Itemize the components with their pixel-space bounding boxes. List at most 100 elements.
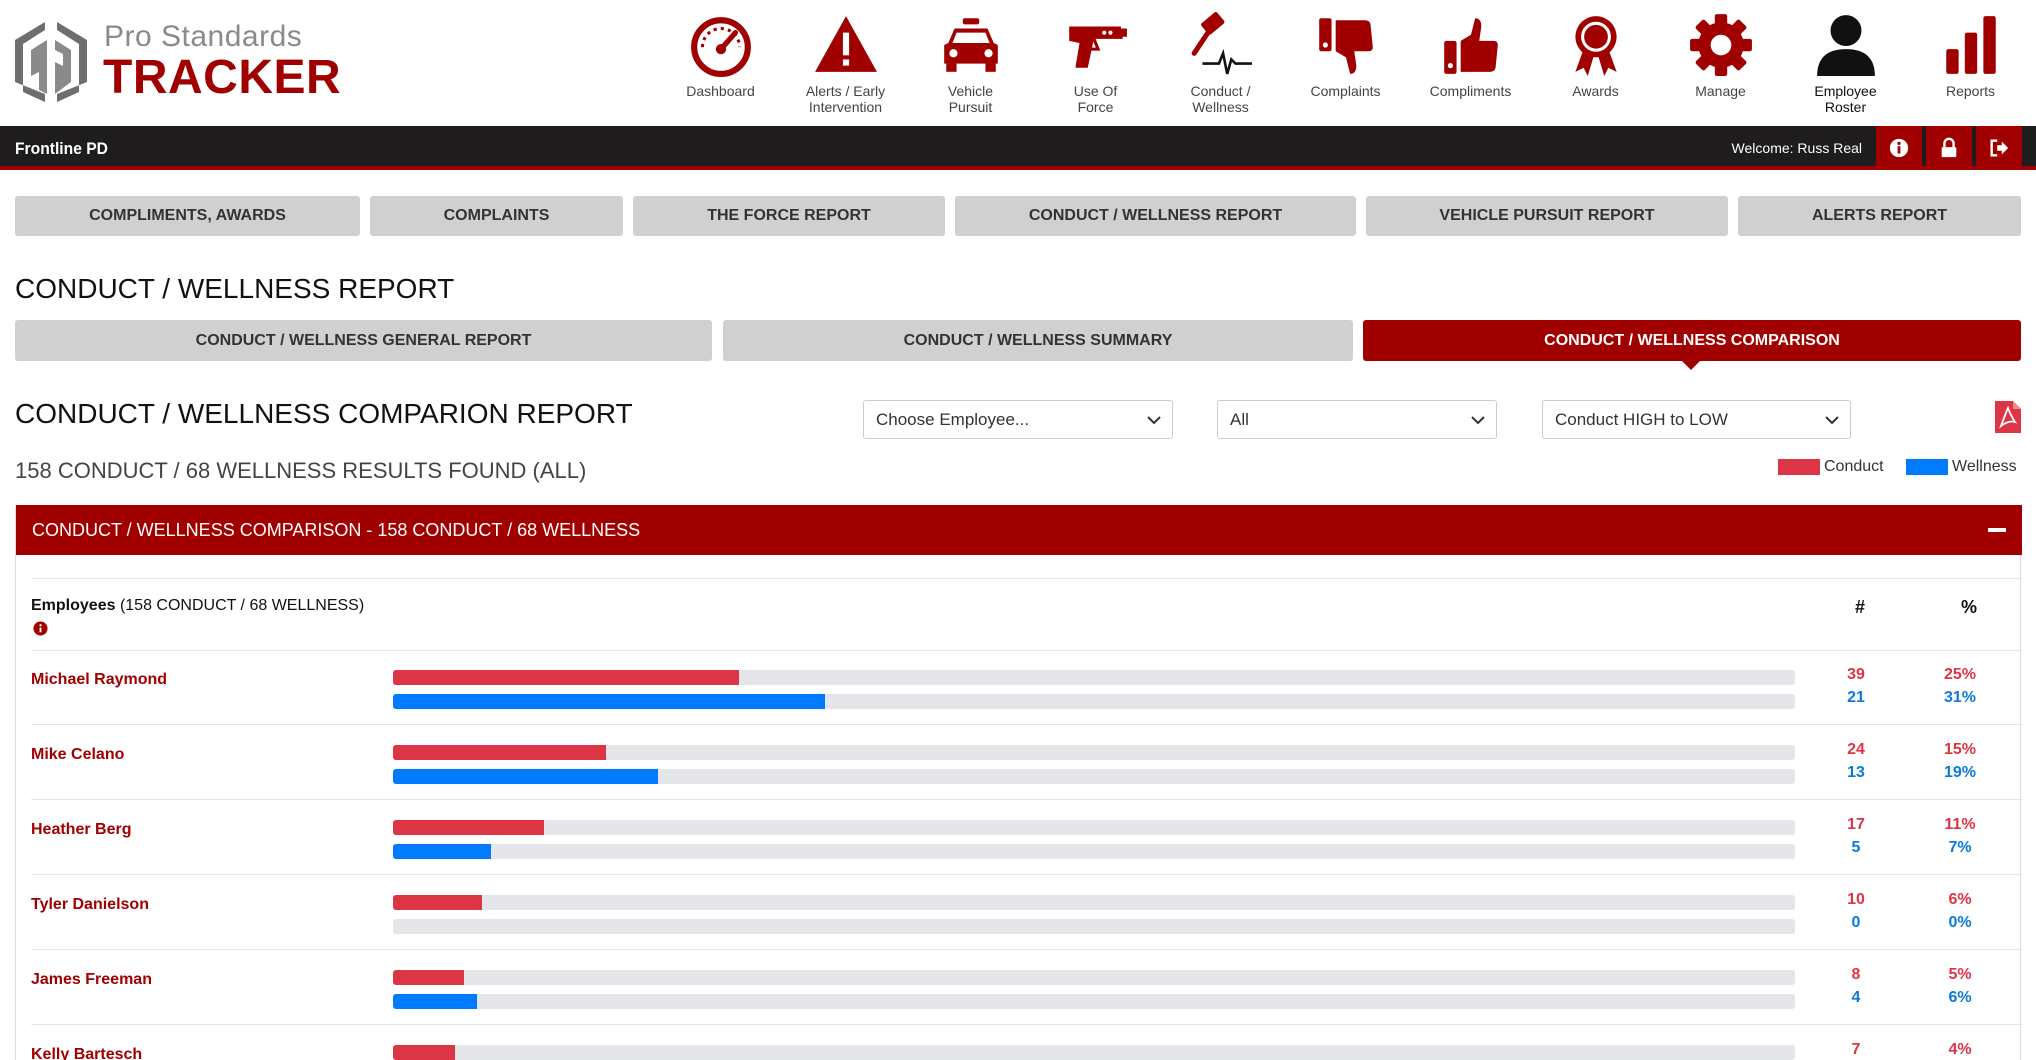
nav-label: Conduct / Wellness [1190, 83, 1251, 115]
wellness-percent: 19% [1943, 764, 1977, 781]
wellness-percent: 31% [1943, 689, 1977, 706]
conduct-percent: 11% [1944, 816, 1976, 833]
nav-vehicle-pursuit[interactable]: Vehicle Pursuit [908, 10, 1033, 120]
conduct-bar-track [393, 970, 1795, 985]
tab-complaints[interactable]: COMPLAINTS [370, 196, 623, 236]
employee-name[interactable]: Heather Berg [31, 821, 132, 838]
wellness-bar-track [393, 769, 1795, 784]
sort-select[interactable]: Conduct HIGH to LOW [1542, 400, 1851, 439]
logout-button[interactable] [1976, 126, 2022, 170]
employee-select[interactable]: Choose Employee... [863, 400, 1173, 439]
employee-name[interactable]: Michael Raymond [31, 671, 168, 688]
panel-title: CONDUCT / WELLNESS COMPARISON - 158 COND… [32, 520, 641, 540]
nav-label: Compliments [1429, 83, 1512, 99]
info-button[interactable] [1876, 126, 1922, 170]
collapse-icon[interactable] [1988, 528, 2006, 532]
conduct-bar [393, 895, 482, 910]
main-nav: Dashboard Alerts / Early Intervention Ve… [658, 10, 2033, 120]
conduct-count: 7 [1851, 1041, 1861, 1058]
wellness-bar-track [393, 694, 1795, 709]
wellness-swatch [1906, 459, 1948, 475]
taser-icon [1068, 26, 1127, 68]
tab-compliments-awards[interactable]: COMPLIMENTS, AWARDS [15, 196, 360, 236]
subtab-comparison[interactable]: CONDUCT / WELLNESS COMPARISON [1363, 320, 2021, 361]
employee-name[interactable]: Tyler Danielson [31, 896, 149, 913]
employee-name[interactable]: Mike Celano [31, 746, 125, 763]
conduct-percent: 5% [1948, 966, 1972, 983]
info-icon [1889, 138, 1909, 158]
lock-button[interactable] [1926, 126, 1972, 170]
nav-compliments[interactable]: Compliments [1408, 10, 1533, 120]
conduct-count: 17 [1847, 816, 1865, 833]
nav-label: Reports [1945, 83, 1996, 99]
welcome-text: Welcome: Russ Real [1731, 140, 1862, 156]
employees-header: Employees (158 CONDUCT / 68 WELLNESS) [31, 597, 364, 615]
conduct-bar [393, 670, 740, 685]
wellness-percent: 7% [1948, 839, 1972, 856]
nav-employee-roster[interactable]: Employee Roster [1783, 10, 1908, 120]
wellness-count: 21 [1847, 689, 1865, 706]
wellness-bar-track [393, 844, 1795, 859]
pro-standards-tracker-logo[interactable]: Pro Standards TRACKER [15, 20, 341, 105]
chevron-down-icon [1147, 416, 1161, 425]
nav-awards[interactable]: Awards [1533, 10, 1658, 120]
employee-name[interactable]: James Freeman [31, 971, 152, 988]
conduct-percent: 4% [1948, 1041, 1972, 1058]
wellness-bar [393, 694, 825, 709]
nav-label: Employee Roster [1814, 83, 1877, 115]
nav-use-of-force[interactable]: Use Of Force [1033, 10, 1158, 120]
nav-label: Manage [1695, 83, 1746, 99]
panel-header: CONDUCT / WELLNESS COMPARISON - 158 COND… [16, 505, 2022, 555]
section-title: CONDUCT / WELLNESS REPORT [15, 273, 455, 304]
logo-mark-icon [15, 22, 87, 102]
results-count: 158 CONDUCT / 68 WELLNESS RESULTS FOUND … [15, 458, 587, 483]
table-row: Kelly Bartesch704% [31, 1026, 2022, 1060]
subtab-general-report[interactable]: CONDUCT / WELLNESS GENERAL REPORT [15, 320, 712, 361]
gavel-heartbeat-icon [1191, 12, 1252, 75]
wellness-percent: 0% [1948, 914, 1972, 931]
chevron-down-icon [1825, 416, 1839, 425]
nav-label: Complaints [1310, 83, 1381, 99]
employee-name[interactable]: Kelly Bartesch [31, 1046, 143, 1060]
table-row: James Freeman 8 4 5% 6% [31, 951, 2022, 1025]
table-row: Michael Raymond 39 21 25% 31% [31, 651, 2022, 725]
lock-icon [1941, 137, 1957, 158]
legend-wellness: Wellness [1906, 457, 2017, 477]
conduct-bar-track [393, 745, 1795, 760]
tab-force-report[interactable]: THE FORCE REPORT [633, 196, 945, 236]
police-car-icon [943, 18, 998, 72]
nav-complaints[interactable]: Complaints [1283, 10, 1408, 120]
legend-wellness-label: Wellness [1952, 458, 2017, 475]
employee-select-value: Choose Employee... [876, 410, 1030, 429]
legend-conduct: Conduct [1778, 457, 1884, 477]
tab-vehicle-pursuit-report[interactable]: VEHICLE PURSUIT REPORT [1366, 196, 1728, 236]
conduct-swatch [1778, 459, 1820, 475]
employees-header-label: Employees [31, 597, 116, 614]
top-header: Pro Standards TRACKER Dashboard Alerts /… [0, 0, 2036, 126]
nav-reports[interactable]: Reports [1908, 10, 2033, 120]
scope-select[interactable]: All [1217, 400, 1497, 439]
conduct-count: 8 [1851, 966, 1861, 983]
department-name: Frontline PD [15, 139, 108, 158]
pdf-export-icon[interactable] [1993, 400, 2023, 434]
wellness-percent: 6% [1948, 989, 1972, 1006]
conduct-bar-track [393, 820, 1795, 835]
nav-manage[interactable]: Manage [1658, 10, 1783, 120]
nav-alerts[interactable]: Alerts / Early Intervention [783, 10, 908, 120]
info-circle-icon[interactable] [33, 621, 48, 636]
wellness-bar-track [393, 919, 1795, 934]
table-header: Employees (158 CONDUCT / 68 WELLNESS) # … [31, 578, 2022, 651]
award-ribbon-icon [1574, 16, 1617, 76]
logo-text-bottom: TRACKER [103, 51, 342, 104]
tab-conduct-wellness-report[interactable]: CONDUCT / WELLNESS REPORT [955, 196, 1356, 236]
nav-dashboard[interactable]: Dashboard [658, 10, 783, 120]
dashboard-gauge-icon [690, 17, 751, 77]
legend-conduct-label: Conduct [1824, 458, 1884, 475]
tab-alerts-report[interactable]: ALERTS REPORT [1738, 196, 2021, 236]
conduct-count: 24 [1847, 741, 1865, 758]
nav-conduct-wellness[interactable]: Conduct / Wellness [1158, 10, 1283, 120]
table-row: Mike Celano 24 13 15% 19% [31, 726, 2022, 800]
chevron-down-icon [1471, 416, 1485, 425]
subtab-summary[interactable]: CONDUCT / WELLNESS SUMMARY [723, 320, 1353, 361]
conduct-bar [393, 970, 465, 985]
